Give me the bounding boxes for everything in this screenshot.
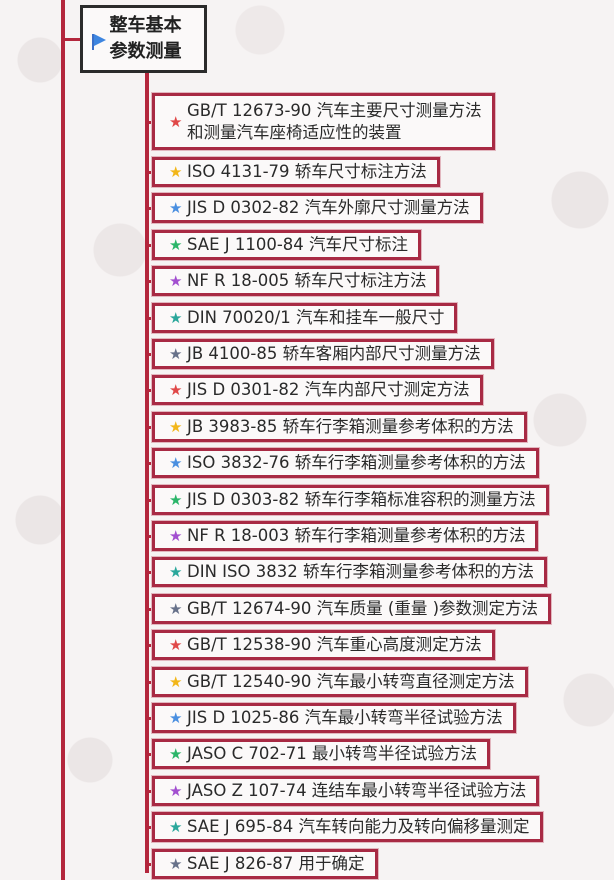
star-icon: ★ [169,199,183,218]
subtopic-node[interactable]: ★ JB 3983-85 轿车行李箱测量参考体积的方法 [152,411,527,442]
topic-node[interactable]: 整车基本 参数测量 [80,5,207,73]
subtopic-label: GB/T 12540-90 汽车最小转弯直径测定方法 [187,671,515,691]
item-connector [147,571,153,575]
star-icon: ★ [169,745,183,764]
item-connector [147,535,153,538]
item-connector [147,462,153,466]
subtopic-label: NF R 18-005 轿车尺寸标注方法 [187,271,427,291]
subtopic-label: JB 4100-85 轿车客厢内部尺寸测量方法 [187,344,481,363]
subtopic-label: GB/T 12674-90 汽车质量 (重量 )参数测定方法 [187,598,539,618]
item-connector [147,353,153,356]
subtopic-node[interactable]: ★ ISO 3832-76 轿车行李箱测量参考体积的方法 [152,448,539,479]
item-connector [147,425,153,429]
subtopic-label: SAE J 1100-84 汽车尺寸标注 [187,234,409,254]
subtopic-label: DIN ISO 3832 轿车行李箱测量参考体积的方法 [187,562,534,582]
item-connector [147,243,153,247]
star-icon: ★ [169,672,183,691]
flag-icon [91,34,106,50]
star-icon: ★ [169,454,183,473]
star-icon: ★ [169,308,183,327]
subtopic-label: ISO 4131-79 轿车尺寸标注方法 [187,162,427,181]
star-icon: ★ [169,527,183,545]
star-icon: ★ [169,381,183,400]
star-icon: ★ [169,781,183,800]
branch-connector [63,38,81,41]
subtopic-node[interactable]: ★ JIS D 0303-82 轿车行李箱标准容积的测量方法 [152,484,549,515]
subtopic-node[interactable]: ★ SAE J 826-87 用于确定 [152,848,378,879]
subtopic-node[interactable]: ★ JIS D 0301-82 汽车内部尺寸测定方法 [152,375,483,406]
sub-branch-line [145,73,149,873]
star-icon: ★ [169,636,183,655]
subtopic-node[interactable]: ★ GB/T 12538-90 汽车重心高度测定方法 [152,630,495,661]
subtopic-node[interactable]: ★ JIS D 0302-82 汽车外廓尺寸测量方法 [152,193,483,224]
subtopic-node[interactable]: ★ JASO Z 107-74 连结车最小转弯半径试验方法 [152,775,540,806]
subtopic-label: JB 3983-85 轿车行李箱测量参考体积的方法 [187,416,514,436]
subtopic-label: GB/T 12538-90 汽车重心高度测定方法 [187,635,482,655]
star-icon: ★ [169,709,183,727]
subtopic-label: DIN 70020/1 汽车和挂车一般尺寸 [187,307,445,327]
subtopic-label: GB/T 12673-90 汽车主要尺寸测量方法 和测量汽车座椅适应性的装置 [187,100,482,142]
star-icon: ★ [169,417,183,436]
star-icon: ★ [169,490,183,509]
item-connector [147,316,153,320]
subtopic-label: JIS D 0302-82 汽车外廓尺寸测量方法 [187,198,470,218]
subtopic-node[interactable]: ★ JASO C 702-71 最小转弯半径试验方法 [152,739,491,770]
item-connector [147,280,153,284]
item-connector [147,607,153,611]
subtopic-label: ISO 3832-76 轿车行李箱测量参考体积的方法 [187,453,526,473]
subtopic-node[interactable]: ★ NF R 18-003 轿车行李箱测量参考体积的方法 [152,521,539,551]
subtopic-node[interactable]: ★ NF R 18-005 轿车尺寸标注方法 [152,266,440,297]
subtopic-node[interactable]: ★ JB 4100-85 轿车客厢内部尺寸测量方法 [152,339,494,369]
subtopic-node[interactable]: ★ JIS D 1025-86 汽车最小转弯半径试验方法 [152,703,516,733]
subtopic-label: SAE J 826-87 用于确定 [187,853,365,873]
star-icon: ★ [169,272,183,291]
subtopic-node[interactable]: ★ GB/T 12674-90 汽车质量 (重量 )参数测定方法 [152,593,552,624]
subtopic-node[interactable]: ★ DIN ISO 3832 轿车行李箱测量参考体积的方法 [152,557,547,588]
subtopic-node[interactable]: ★ GB/T 12673-90 汽车主要尺寸测量方法 和测量汽车座椅适应性的装置 [152,93,495,150]
star-icon: ★ [169,345,183,363]
subtopic-label: NF R 18-003 轿车行李箱测量参考体积的方法 [187,526,526,545]
star-icon: ★ [169,854,183,873]
item-connector [147,789,153,793]
subtopic-node[interactable]: ★ DIN 70020/1 汽车和挂车一般尺寸 [152,302,458,333]
item-connector [147,644,153,648]
subtopic-node[interactable]: ★ GB/T 12540-90 汽车最小转弯直径测定方法 [152,666,528,697]
star-icon: ★ [169,818,183,837]
item-connector [147,826,153,830]
star-icon: ★ [169,112,183,131]
subtopic-node[interactable]: ★ SAE J 1100-84 汽车尺寸标注 [152,229,422,260]
star-icon: ★ [169,163,183,181]
star-icon: ★ [169,235,183,254]
subtopic-node[interactable]: ★ ISO 4131-79 轿车尺寸标注方法 [152,157,440,187]
star-icon: ★ [169,563,183,582]
item-connector [147,171,153,174]
subtopic-label: SAE J 695-84 汽车转向能力及转向偏移量测定 [187,817,530,837]
main-branch-line [61,0,65,880]
subtopic-label: JIS D 0303-82 轿车行李箱标准容积的测量方法 [187,489,536,509]
topic-title: 整车基本 参数测量 [109,15,182,62]
subtopic-label: JIS D 1025-86 汽车最小转弯半径试验方法 [187,708,503,727]
item-connector [147,120,153,124]
subtopic-node[interactable]: ★ SAE J 695-84 汽车转向能力及转向偏移量测定 [152,812,543,843]
item-connector [147,389,153,393]
item-connector [147,717,153,720]
subtopic-label: JASO C 702-71 最小转弯半径试验方法 [187,744,478,764]
item-connector [147,862,153,866]
item-connector [147,680,153,684]
subtopic-label: JIS D 0301-82 汽车内部尺寸测定方法 [187,380,470,400]
item-connector [147,753,153,757]
star-icon: ★ [169,599,183,618]
item-connector [147,498,153,502]
item-connector [147,207,153,211]
subtopic-label: JASO Z 107-74 连结车最小转弯半径试验方法 [187,780,527,800]
